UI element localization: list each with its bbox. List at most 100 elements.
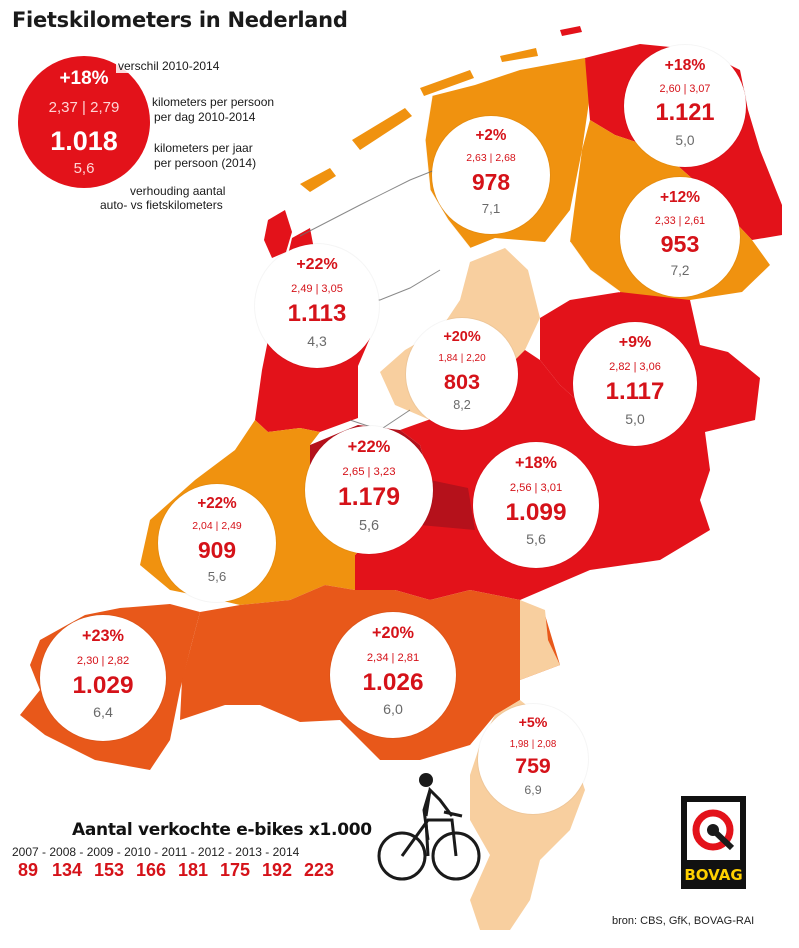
bubble-kms: 2,63 | 2,68 [432, 153, 550, 164]
bubble-ratio: 5,0 [675, 132, 695, 148]
bubble-ratio: 6,9 [524, 782, 542, 797]
bubble-kms: 2,34 | 2,81 [330, 652, 456, 664]
legend-note-daily-2: per dag 2010-2014 [152, 110, 258, 124]
bovag-logo-label: BOVAG [684, 866, 743, 884]
ebike-year: 2008 - [49, 845, 87, 859]
bubble-kms: 1,84 | 2,20 [406, 353, 518, 364]
bubble-km2010: 2,04 [192, 521, 213, 533]
bubble-yearly: 1.029 [72, 671, 134, 699]
bubble-separator: | [534, 481, 538, 494]
bubble-kms: 2,82 | 3,06 [573, 361, 697, 373]
bubble-kms: 2,56 | 3,01 [473, 482, 599, 494]
bubble-separator: | [367, 466, 371, 479]
bubble-km2014: 2,68 [495, 153, 516, 165]
bubble-km2010: 2,56 [509, 481, 532, 494]
ebike-value: 89 [18, 860, 39, 880]
bubble-yearly: 1.179 [338, 483, 400, 511]
bubble-km2010: 2,34 [366, 651, 389, 664]
province-bubble-noord-holland: +22% 2,49 | 3,05 1.113 4,3 [255, 244, 379, 368]
ebike-value: 153 [94, 860, 125, 880]
bubble-separator: | [489, 153, 493, 165]
island-texel [264, 210, 292, 258]
legend-note-yearly-1: kilometers per jaar [152, 141, 255, 155]
bubble-separator: | [391, 651, 395, 664]
bovag-logo: BOVAG [681, 796, 746, 889]
bubble-ratio: 5,6 [207, 568, 227, 584]
bubble-pct: +18% [664, 56, 706, 74]
bubble-yearly: 803 [443, 368, 481, 394]
bubble-km2010: 2,30 [76, 654, 99, 667]
bubble-separator: | [633, 361, 637, 373]
province-bubble-utrecht: +22% 2,65 | 3,23 1.179 5,6 [305, 426, 433, 554]
bubble-km2014: 3,06 [639, 361, 661, 373]
page-title: Fietskilometers in Nederland [12, 8, 348, 32]
bubble-separator: | [460, 353, 464, 365]
bubble-pct: +22% [197, 495, 237, 513]
province-bubble-zuid-holland: +22% 2,04 | 2,49 909 5,6 [158, 484, 276, 602]
bubble-separator: | [531, 738, 535, 750]
island-schiermonnikoog [500, 48, 538, 62]
bubble-pct: +2% [475, 127, 507, 145]
ebikes-years: 2007 - 2008 - 2009 - 2010 - 2011 - 2012 … [12, 845, 299, 859]
bubble-kms: 2,33 | 2,61 [620, 215, 740, 227]
province-bubble-friesland: +2% 2,63 | 2,68 978 7,1 [432, 116, 550, 234]
province-bubble-drenthe: +12% 2,33 | 2,61 953 7,2 [620, 177, 740, 297]
bubble-km2014: 3,05 [321, 283, 343, 295]
bubble-pct: +12% [660, 188, 700, 206]
bubble-km2014: 2,82 [107, 654, 130, 667]
bubble-yearly: 1.026 [362, 668, 424, 696]
bubble-km2010: 1,98 [509, 738, 529, 750]
bubble-km2014: 2,61 [684, 214, 706, 227]
ebike-value: 181 [178, 860, 209, 880]
bubble-km2014: 2,49 [221, 521, 242, 533]
source-note: bron: CBS, GfK, BOVAG-RAI [612, 915, 755, 927]
legend-pct: +18% [59, 68, 109, 89]
ebike-value: 192 [262, 860, 293, 880]
bubble-km2010: 2,33 [654, 214, 676, 227]
province-bubble-zeeland: +23% 2,30 | 2,82 1.029 6,4 [40, 615, 166, 741]
province-bubble-flevoland: +20% 1,84 | 2,20 803 8,2 [406, 318, 518, 430]
bubble-yearly: 1.099 [505, 498, 567, 526]
cyclist-head [419, 773, 433, 787]
bubble-pct: +20% [443, 328, 481, 345]
island-terschelling [352, 108, 412, 150]
island-rottum [560, 26, 582, 36]
bubble-km2010: 2,63 [466, 153, 487, 165]
bubble-ratio: 7,2 [670, 263, 690, 279]
ebike-value: 223 [304, 860, 335, 880]
bubble-yearly: 953 [660, 231, 700, 258]
ebike-year: 2012 - [197, 845, 236, 859]
bubble-km2010: 1,84 [438, 353, 458, 365]
cyclist-icon [377, 786, 481, 881]
bubble-km2014: 2,08 [537, 738, 557, 750]
bubble-pct: +20% [371, 624, 414, 643]
ebike-year: 2009 - [86, 845, 125, 859]
ebike-value: 166 [136, 860, 167, 880]
bubble-kms: 1,98 | 2,08 [478, 739, 588, 750]
ebike-year: 2010 - [124, 845, 162, 859]
bubble-yearly: 1.113 [287, 300, 347, 327]
bubble-pct: +22% [347, 438, 391, 457]
legend-ratio: 5,6 [73, 160, 95, 177]
island-ameland [420, 70, 474, 96]
bovag-logo-mark [687, 802, 740, 860]
bubble-km2014: 3,01 [540, 481, 563, 494]
legend-note-ratio-1: verhouding aantal [128, 184, 228, 198]
island-vlieland [300, 168, 336, 192]
bubble-kms: 2,60 | 3,07 [624, 83, 746, 95]
legend-note-pct: verschil 2010-2014 [116, 59, 222, 73]
bubble-km2010: 2,49 [291, 283, 313, 295]
bubble-ratio: 4,3 [307, 333, 327, 349]
bubble-separator: | [678, 214, 682, 227]
bubble-ratio: 5,6 [358, 517, 380, 534]
bubble-ratio: 5,6 [526, 532, 546, 549]
bubble-pct: +9% [618, 334, 652, 351]
bubble-yearly: 759 [515, 753, 551, 778]
bubble-pct: +23% [81, 627, 124, 646]
bubble-ratio: 5,0 [625, 411, 645, 427]
legend-km2014: 2,79 [90, 99, 120, 116]
ebike-year: 2007 - [12, 845, 50, 859]
bubble-yearly: 1.117 [605, 378, 665, 405]
bubble-kms: 2,49 | 3,05 [255, 283, 379, 295]
legend-note-yearly-2: per persoon (2014) [152, 156, 259, 170]
